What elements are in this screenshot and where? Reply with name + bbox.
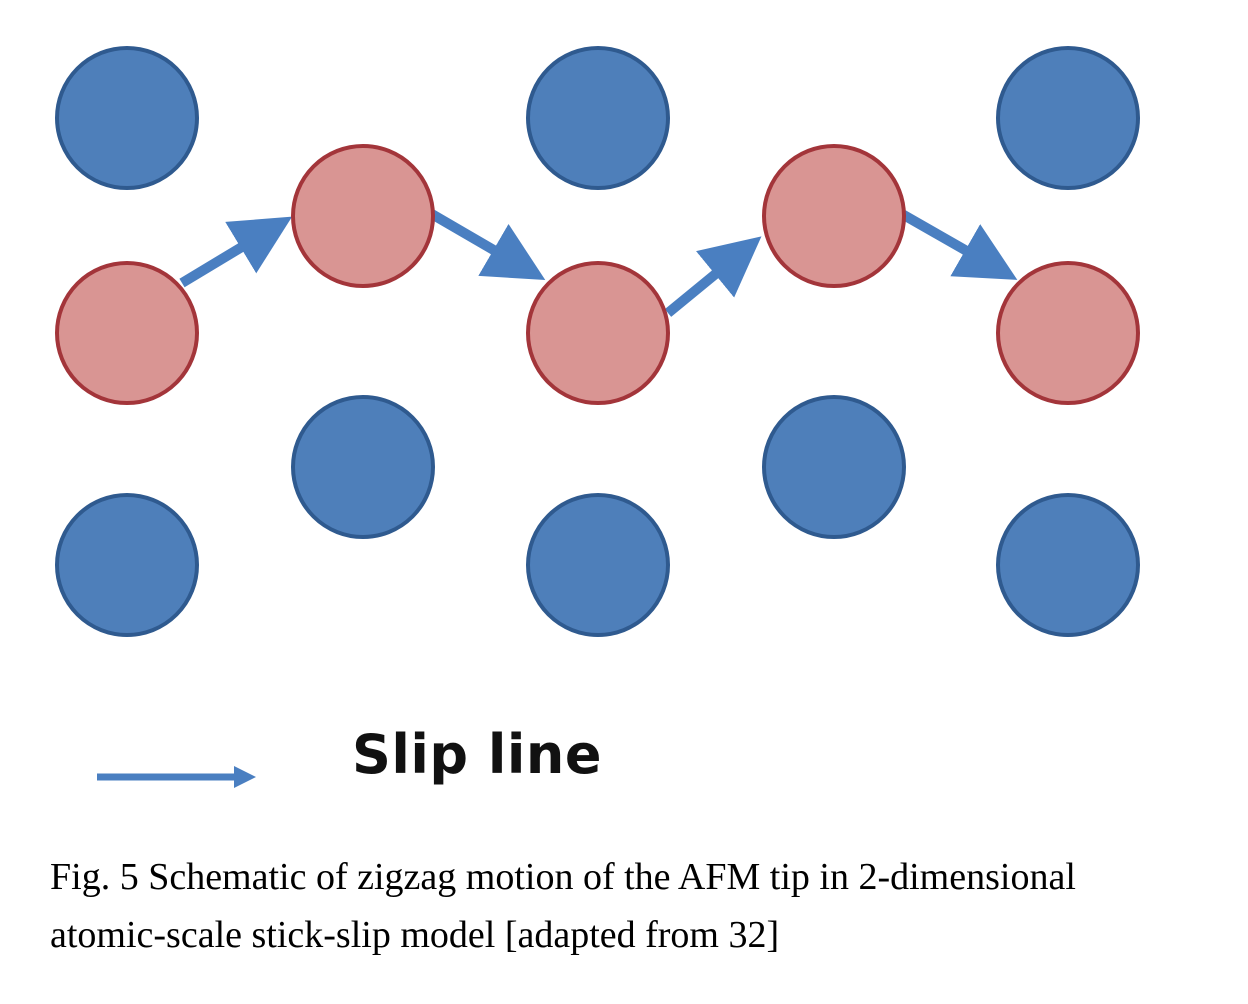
tip-position <box>762 144 906 288</box>
substrate-atom <box>526 46 670 190</box>
substrate-atom <box>291 395 435 539</box>
slip-arrow <box>899 209 1018 280</box>
slip-arrow <box>427 208 546 281</box>
zigzag-diagram <box>55 46 1140 788</box>
figure-caption: Fig. 5 Schematic of zigzag motion of the… <box>50 848 1220 964</box>
substrate-atom <box>55 46 199 190</box>
substrate-atom <box>996 493 1140 637</box>
tip-position <box>526 261 670 405</box>
caption-line: atomic-scale stick-slip model [adapted f… <box>50 914 780 956</box>
caption-line: Fig. 5 Schematic of zigzag motion of the… <box>50 856 1076 898</box>
slip-arrow <box>179 216 293 288</box>
substrate-atom <box>996 46 1140 190</box>
slip-arrow <box>664 236 762 317</box>
arrow-icon <box>97 766 256 788</box>
tip-position <box>996 261 1140 405</box>
tip-position <box>55 261 199 405</box>
legend-label: Slip line <box>352 723 602 786</box>
substrate-atom <box>526 493 670 637</box>
substrate-atom <box>762 395 906 539</box>
tip-position <box>291 144 435 288</box>
substrate-atom <box>55 493 199 637</box>
